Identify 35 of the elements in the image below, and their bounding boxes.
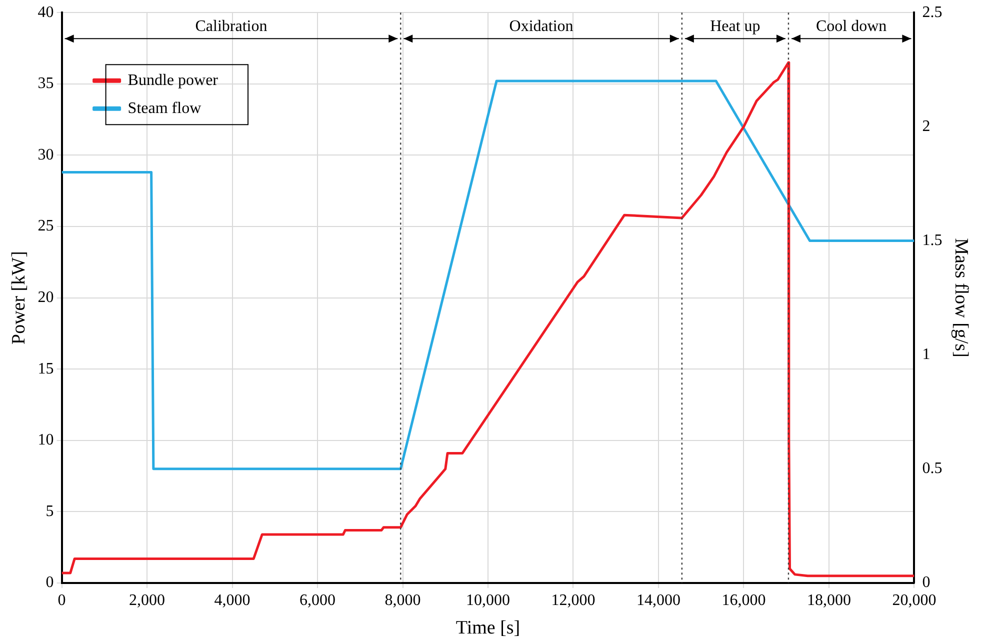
y2-axis-title: Mass flow [g/s] [950,238,972,358]
annotation: Cool down [816,18,887,35]
y-tick-label: 10 [38,432,54,449]
y-axis-title: Power [kW] [8,251,30,344]
y-tick-label: 25 [38,218,54,235]
y2-tick-label: 1 [922,346,930,364]
y-tick-label: 30 [38,146,54,164]
y-tick-label: 35 [38,75,54,92]
x-tick-label: 6,000 [300,592,336,609]
x-axis-title: Time [s] [456,618,520,639]
y2-tick-label: 1.5 [922,232,942,249]
x-tick-label: 10,000 [466,592,510,609]
x-tick-label: 12,000 [551,592,596,609]
x-tick-label: 0 [58,592,66,609]
x-tick-label: 18,000 [806,592,851,609]
y2-tick-label: 2.5 [922,4,942,21]
legend-label: Bundle power [128,72,219,89]
annotation: Calibration [195,18,268,35]
x-tick-label: 4,000 [214,592,250,609]
y2-tick-label: 0.5 [922,460,942,478]
x-tick-label: 20,000 [892,592,936,609]
y-tick-label: 40 [38,4,54,21]
x-tick-label: 2,000 [129,592,166,609]
legend-label: Steam flow [128,100,202,117]
y-tick-label: 5 [46,502,54,520]
y-tick-label: 15 [38,360,54,378]
annotation: Oxidation [509,18,574,35]
y2-tick-label: 0 [922,574,930,592]
x-tick-label: 16,000 [722,592,766,609]
y2-tick-label: 2 [922,118,930,135]
x-tick-label: 14,000 [636,592,680,609]
y-tick-label: 0 [46,574,54,592]
y-tick-label: 20 [38,289,54,306]
annotation: Heat up [710,18,760,35]
x-tick-label: 8,000 [384,592,421,609]
